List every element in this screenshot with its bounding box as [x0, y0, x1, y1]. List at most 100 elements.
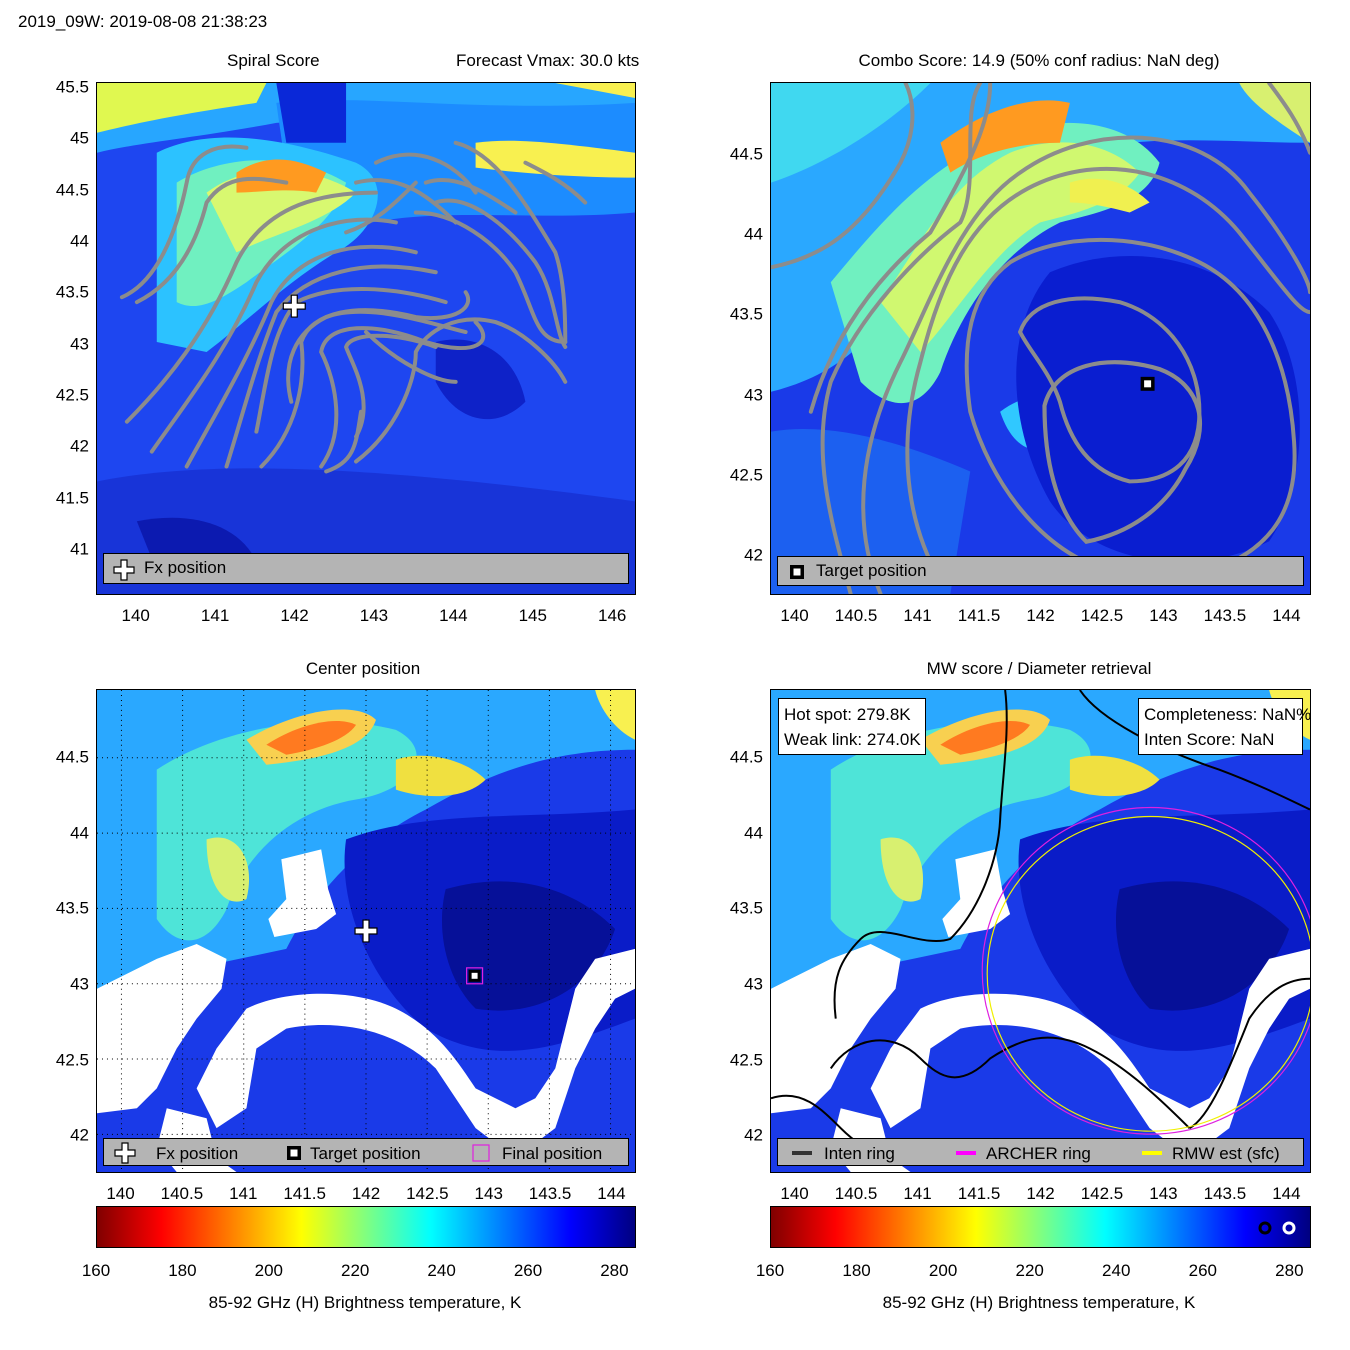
xtick-label: 142 — [280, 606, 309, 625]
xtick-label: 140 — [121, 606, 150, 625]
ytick-label: 43 — [744, 974, 763, 994]
colorbar-tick-label: 200 — [928, 1261, 958, 1280]
colorbar-tick-label: 280 — [1275, 1261, 1304, 1280]
xtick-label: 143 — [359, 606, 389, 625]
fx-position-icon — [114, 1142, 136, 1164]
ytick-label: 44 — [70, 823, 89, 843]
ytick-label: 44.5 — [55, 747, 89, 767]
missing-data-regions — [97, 849, 635, 1172]
xtick-label: 144 — [1272, 606, 1301, 625]
xtick-label: 140.5 — [834, 1184, 878, 1203]
xtick-label: 141 — [200, 606, 230, 625]
xtick-label: 140 — [106, 1184, 135, 1203]
panel2-legend: Target position — [777, 556, 1304, 586]
ytick-label: 43.5 — [55, 898, 89, 918]
xtick-label: 142 — [1026, 1184, 1055, 1203]
xtick-label: 140 — [780, 606, 809, 625]
colorbar-tick-label: 180 — [842, 1261, 871, 1280]
final-position-marker — [466, 967, 484, 985]
panel1-subtitle: Forecast Vmax: 30.0 kts — [456, 51, 640, 70]
xtick-label: 143.5 — [1203, 1184, 1247, 1203]
ytick-label: 44.5 — [729, 144, 763, 164]
ytick-label: 45 — [70, 128, 89, 148]
ytick-label: 43.5 — [729, 304, 763, 324]
target-position-marker — [1140, 376, 1155, 391]
panel4-heatmap — [771, 690, 1310, 1172]
ytick-label: 43.5 — [55, 282, 89, 302]
panel-spiral-score: Fx position — [96, 82, 636, 595]
colorbar-right — [770, 1206, 1311, 1248]
hot-spot-text: Hot spot: 279.8K — [784, 705, 911, 724]
colorbar-tick-label: 220 — [341, 1261, 370, 1280]
legend-label-target: Target position — [310, 1144, 421, 1163]
ytick-label: 44 — [744, 823, 763, 843]
ytick-label: 44 — [70, 231, 89, 251]
panel2-title: Combo Score: 14.9 (50% conf radius: NaN … — [858, 51, 1220, 70]
panel3-title: Center position — [305, 659, 421, 678]
colorbar-tick-label: 180 — [168, 1261, 197, 1280]
panel3-heatmap — [97, 690, 635, 1172]
legend-label-final: Final position — [502, 1144, 603, 1163]
xtick-label: 144 — [597, 1184, 626, 1203]
colorbar-right-label: 85-92 GHz (H) Brightness temperature, K — [882, 1293, 1196, 1312]
xtick-label: 143 — [474, 1184, 503, 1203]
archer-ring — [981, 806, 1310, 1135]
ytick-label: 41 — [70, 539, 89, 559]
panel1-title: Spiral Score — [227, 51, 320, 70]
colorbar-left — [96, 1206, 636, 1248]
colorbar-tick-label: 280 — [600, 1261, 629, 1280]
colorbar-tick-label: 220 — [1015, 1261, 1044, 1280]
ytick-label: 42.5 — [729, 1050, 763, 1070]
xtick-label: 141.5 — [283, 1184, 326, 1203]
xtick-label: 140.5 — [834, 606, 878, 625]
target-position-icon — [287, 1146, 301, 1160]
panel-combo-score: Target position — [770, 82, 1311, 595]
archer-ring-icon — [956, 1151, 976, 1155]
panel4-title: MW score / Diameter retrieval — [926, 659, 1152, 678]
xtick-label: 145 — [518, 606, 547, 625]
ytick-label: 44.5 — [729, 747, 763, 767]
ytick-label: 42.5 — [55, 1050, 89, 1070]
coastlines — [771, 690, 1310, 1153]
colorbar-tick-label: 260 — [513, 1261, 543, 1280]
weak-link-text: Weak link: 274.0K — [784, 730, 921, 749]
inten-score-text: Inten Score: NaN — [1144, 730, 1275, 749]
colorbar-tick-label: 160 — [81, 1261, 111, 1280]
xtick-label: 146 — [597, 606, 627, 625]
ytick-label: 43 — [744, 385, 763, 405]
fx-position-marker — [354, 919, 378, 943]
xtick-label: 141.5 — [957, 606, 1001, 625]
ytick-label: 44.5 — [55, 180, 89, 200]
combo-contours — [771, 83, 1310, 594]
ytick-label: 43 — [70, 974, 89, 994]
xtick-label: 141 — [903, 606, 932, 625]
inten-ring-icon — [792, 1151, 812, 1155]
legend-label-rmw: RMW est (sfc) — [1172, 1144, 1280, 1163]
xtick-label: 141 — [903, 1184, 932, 1203]
ytick-label: 42.5 — [729, 465, 763, 485]
final-position-icon — [472, 1144, 490, 1162]
xtick-label: 141 — [229, 1184, 258, 1203]
ytick-label: 41.5 — [55, 488, 89, 508]
colorbar-tick-label: 240 — [1102, 1261, 1131, 1280]
legend-label-target: Target position — [816, 561, 927, 580]
ytick-label: 42 — [744, 545, 763, 565]
ytick-label: 42 — [70, 436, 89, 456]
ytick-label: 44 — [744, 224, 763, 244]
fx-position-icon — [113, 559, 135, 581]
ytick-label: 45.5 — [55, 77, 89, 97]
xtick-label: 141.5 — [957, 1184, 1001, 1203]
legend-label-inten: Inten ring — [824, 1144, 895, 1163]
rings — [981, 806, 1310, 1135]
completeness-text: Completeness: NaN% — [1144, 705, 1311, 724]
ytick-label: 43.5 — [729, 898, 763, 918]
xtick-label: 144 — [439, 606, 468, 625]
hot-spot-box: Hot spot: 279.8K Weak link: 274.0K — [778, 698, 926, 755]
xtick-label: 140.5 — [160, 1184, 204, 1203]
ytick-label: 42 — [744, 1125, 763, 1145]
panel2-heatmap — [771, 83, 1310, 594]
completeness-box: Completeness: NaN% Inten Score: NaN — [1138, 698, 1311, 755]
colorbar-left-label: 85-92 GHz (H) Brightness temperature, K — [208, 1293, 522, 1312]
xtick-label: 144 — [1272, 1184, 1301, 1203]
colorbar-tick-label: 260 — [1188, 1261, 1217, 1280]
